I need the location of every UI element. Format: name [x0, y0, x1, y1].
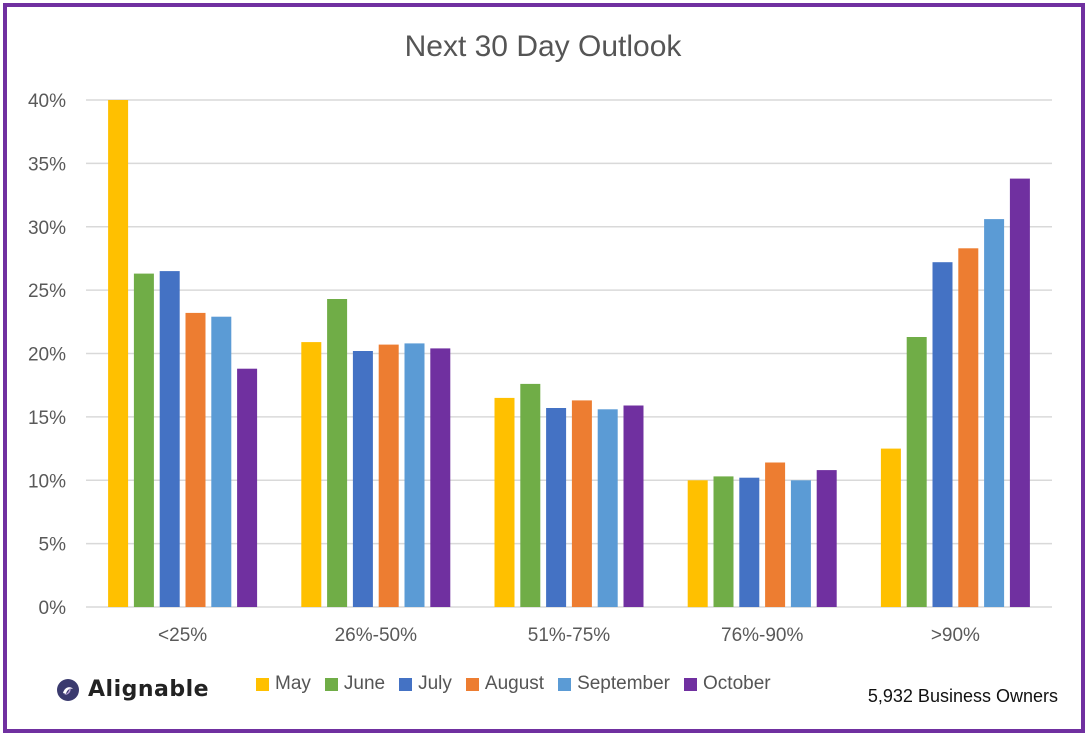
alignable-logo-text: Alignable [88, 677, 210, 702]
legend-swatch [256, 677, 269, 691]
x-tick-label: 51%-75% [528, 625, 610, 646]
legend-item-may: May [256, 673, 311, 695]
y-tick-label: 30% [28, 218, 66, 239]
bar-september-3 [790, 480, 811, 608]
bar-august-3 [765, 462, 786, 607]
legend-swatch [684, 677, 698, 691]
bar-june-3 [713, 476, 734, 607]
legend-item-october: October [684, 673, 771, 695]
legend-swatch [324, 677, 338, 691]
y-tick-label: 10% [28, 471, 66, 492]
chart-legend: May June July August September October [256, 672, 771, 696]
y-tick-label: 15% [28, 408, 66, 429]
bar-august-2 [571, 400, 592, 607]
legend-label: June [343, 673, 386, 694]
bar-june-0 [133, 273, 154, 607]
legend-item-june: June [324, 673, 386, 695]
bar-may-4 [880, 448, 901, 607]
alignable-logo: Alignable [56, 677, 209, 702]
x-tick-label: 76%-90% [721, 625, 803, 646]
legend-item-september: September [558, 673, 670, 695]
x-tick-label: <25% [158, 625, 207, 646]
bar-october-3 [816, 470, 837, 607]
y-tick-label: 0% [39, 598, 67, 619]
legend-swatch [399, 677, 413, 691]
legend-item-july: July [399, 673, 452, 695]
y-tick-label: 20% [28, 345, 66, 366]
legend-swatch [465, 677, 479, 691]
bar-may-3 [687, 480, 708, 608]
bar-august-4 [958, 248, 979, 608]
chart-frame [3, 3, 1085, 733]
bar-may-0 [108, 100, 129, 607]
bar-july-2 [546, 408, 567, 607]
legend-item-august: August [465, 673, 545, 695]
bar-september-4 [984, 219, 1005, 607]
bar-september-0 [211, 316, 232, 607]
legend-label: May [275, 673, 311, 694]
bar-july-3 [739, 477, 760, 607]
legend-label: September [577, 673, 671, 694]
bar-october-0 [237, 368, 258, 607]
y-tick-label: 25% [28, 281, 66, 302]
y-tick-label: 35% [28, 154, 66, 175]
bar-june-2 [520, 383, 541, 607]
bar-october-1 [430, 348, 451, 607]
legend-label: August [484, 673, 545, 694]
bar-october-4 [1009, 178, 1030, 607]
bar-july-1 [352, 351, 373, 607]
bar-july-0 [159, 271, 180, 607]
x-tick-label: 26%-50% [335, 625, 417, 646]
y-tick-label: 40% [28, 91, 66, 112]
sample-size-note: 5,932 Business Owners [867, 686, 1058, 706]
bar-september-1 [404, 343, 425, 607]
legend-label: July [418, 673, 452, 694]
alignable-logo-icon [57, 678, 79, 701]
bar-june-1 [327, 299, 348, 607]
legend-swatch [558, 677, 572, 691]
bar-july-4 [932, 262, 953, 607]
bar-june-4 [906, 337, 927, 607]
x-tick-label: >90% [931, 625, 980, 646]
bar-september-2 [597, 409, 618, 607]
bar-august-0 [185, 312, 206, 607]
bar-october-2 [623, 405, 644, 607]
y-tick-label: 5% [39, 535, 67, 556]
bar-august-1 [378, 344, 399, 607]
legend-label: October [703, 673, 771, 694]
bar-may-2 [494, 397, 515, 607]
bar-may-1 [301, 342, 322, 607]
chart-title: Next 30 Day Outlook [404, 30, 682, 63]
